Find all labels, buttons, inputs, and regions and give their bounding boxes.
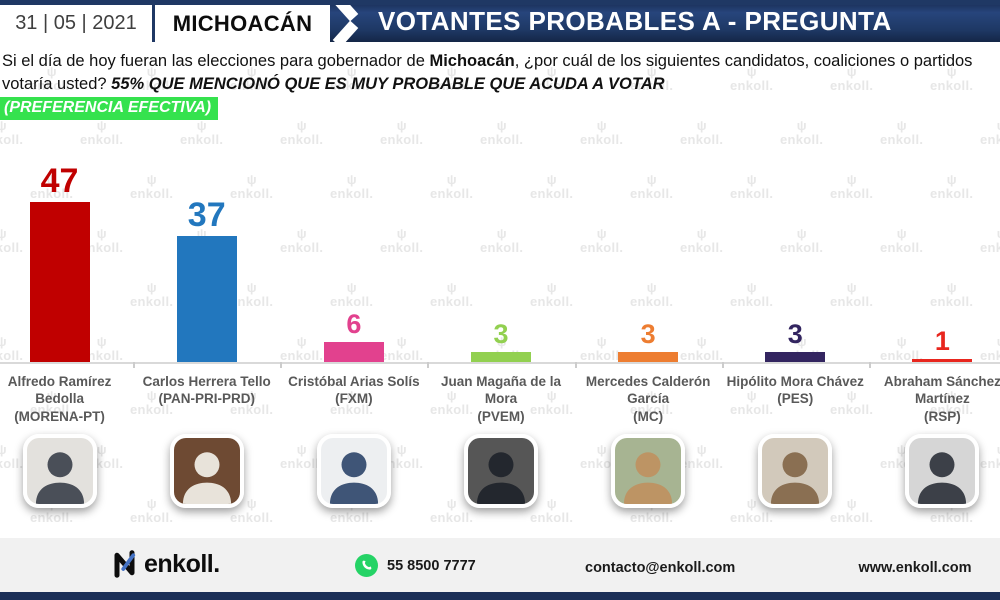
phone-number: 55 8500 7777 (387, 557, 476, 574)
bar (29, 202, 90, 362)
whatsapp-contact: 55 8500 7777 (355, 554, 476, 577)
effective-preference-badge: (PREFERENCIA EFECTIVA) (0, 97, 219, 120)
bar (176, 236, 237, 362)
header-top-strip (0, 0, 1000, 5)
bar (470, 351, 531, 362)
candidate-photo (316, 434, 391, 508)
bar-value-label: 47 (40, 162, 79, 201)
chart-column: 1 Abraham Sánchez Martínez (RSP) (869, 148, 1000, 508)
axis-tick (721, 362, 724, 368)
question-region-bold: Michoacán (429, 52, 515, 70)
candidate-label: Cristóbal Arias Solís (FXM) (288, 374, 420, 407)
candidate-label: Carlos Herrera Tello (PAN-PRI-PRD) (142, 374, 271, 407)
axis-tick (574, 362, 577, 368)
candidate-photo (905, 434, 980, 508)
banner-title: VOTANTES PROBABLES A - PREGUNTA (378, 5, 892, 36)
chart-column: 3 Juan Magaña de la Mora (PVEM) (427, 148, 574, 508)
chart-column: 3 Mercedes Calderón García (MC) (575, 148, 722, 508)
question-part2: , ¿por cuál de los siguientes candidatos… (2, 52, 973, 94)
axis-tick (868, 362, 871, 368)
title-banner: VOTANTES PROBABLES A - PREGUNTA (330, 0, 1000, 48)
bar-value-label: 3 (493, 318, 509, 349)
bottom-navy-bar (0, 592, 1000, 600)
bar-value-label: 37 (187, 196, 226, 235)
enkoll-logo-icon (114, 550, 136, 578)
bar-chart: 47 Alfredo Ramírez Bedolla (MORENA-PT) 37 Ca… (0, 148, 1000, 508)
candidate-photo (463, 434, 538, 508)
bar-value-label: 3 (787, 318, 803, 349)
axis-tick (427, 362, 430, 368)
candidate-label: Mercedes Calderón García (MC) (585, 374, 711, 424)
candidate-photo (22, 434, 97, 508)
date-label: 31 | 05 | 2021 (0, 5, 152, 42)
enkoll-logo: enkoll. (112, 549, 220, 579)
axis-tick (280, 362, 283, 368)
website-url: www.enkoll.com (858, 560, 972, 576)
bar (323, 341, 384, 362)
candidate-photo (169, 434, 244, 508)
candidate-label: Hipólito Mora Chávez (PES) (726, 374, 864, 407)
candidate-photo (611, 434, 686, 508)
chart-column: 6 Cristóbal Arias Solís (FXM) (280, 148, 427, 508)
bar-value-label: 6 (346, 308, 362, 339)
enkoll-logo-text: enkoll. (144, 549, 220, 578)
bar (765, 351, 826, 362)
candidate-label: Abraham Sánchez Martínez (RSP) (883, 374, 1000, 424)
header-divider (152, 3, 155, 42)
candidate-photo (758, 434, 833, 508)
candidate-label: Alfredo Ramírez Bedolla (MORENA-PT) (7, 374, 112, 424)
contact-email: contacto@enkoll.com (585, 560, 736, 576)
bar-value-label: 3 (640, 318, 656, 349)
bar-value-label: 1 (934, 325, 950, 356)
axis-tick (133, 362, 136, 368)
footer-band (0, 538, 1000, 592)
bar (618, 351, 679, 362)
chart-column: 3 Hipólito Mora Chávez (PES) (722, 148, 869, 508)
question-text: Si el día de hoy fueran las elecciones p… (2, 50, 994, 97)
candidate-label: Juan Magaña de la Mora (PVEM) (440, 374, 562, 424)
question-emphasis: 55% QUE MENCIONÓ QUE ES MUY PROBABLE QUE… (111, 75, 665, 94)
region-label: MICHOACÁN (155, 5, 330, 42)
chart-baseline (0, 362, 1000, 364)
chart-column: 47 Alfredo Ramírez Bedolla (MORENA-PT) (0, 148, 133, 508)
whatsapp-icon (355, 554, 378, 577)
bar (912, 358, 973, 362)
chart-column: 37 Carlos Herrera Tello (PAN-PRI-PRD) (133, 148, 280, 508)
chevron-right-icon (332, 0, 368, 48)
question-part1: Si el día de hoy fueran las elecciones p… (2, 52, 430, 70)
